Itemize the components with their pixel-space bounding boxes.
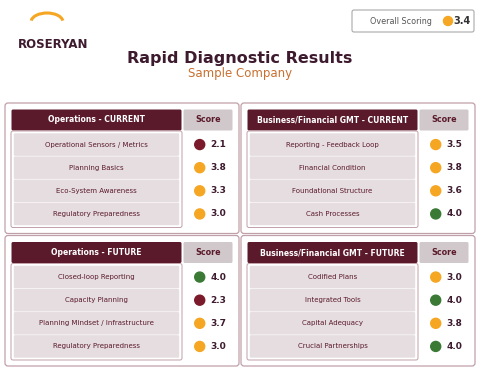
Text: 2.1: 2.1 xyxy=(210,140,226,149)
FancyBboxPatch shape xyxy=(241,236,475,366)
FancyBboxPatch shape xyxy=(248,109,418,131)
Text: Reporting - Feedback Loop: Reporting - Feedback Loop xyxy=(286,142,379,148)
FancyBboxPatch shape xyxy=(11,131,182,227)
Text: Score: Score xyxy=(431,115,457,125)
Text: 3.8: 3.8 xyxy=(446,163,462,172)
FancyBboxPatch shape xyxy=(248,242,418,263)
Circle shape xyxy=(431,139,441,150)
Text: Operational Sensors / Metrics: Operational Sensors / Metrics xyxy=(45,142,148,148)
FancyBboxPatch shape xyxy=(11,263,182,360)
FancyBboxPatch shape xyxy=(250,133,415,156)
Text: Overall Scoring: Overall Scoring xyxy=(370,16,432,26)
Text: Closed-loop Reporting: Closed-loop Reporting xyxy=(58,274,135,280)
Text: Planning Basics: Planning Basics xyxy=(69,165,124,171)
Text: Cash Processes: Cash Processes xyxy=(306,211,360,217)
FancyBboxPatch shape xyxy=(14,289,179,311)
FancyBboxPatch shape xyxy=(14,180,179,202)
FancyBboxPatch shape xyxy=(183,109,232,131)
Text: Capital Adequacy: Capital Adequacy xyxy=(302,320,363,326)
FancyBboxPatch shape xyxy=(420,242,468,263)
Text: Operations - FUTURE: Operations - FUTURE xyxy=(51,248,142,257)
Text: Operations - CURRENT: Operations - CURRENT xyxy=(48,115,145,125)
FancyBboxPatch shape xyxy=(250,335,415,358)
FancyBboxPatch shape xyxy=(250,289,415,311)
Text: 3.6: 3.6 xyxy=(446,186,462,195)
Text: Eco-System Awareness: Eco-System Awareness xyxy=(56,188,137,194)
FancyBboxPatch shape xyxy=(241,103,475,233)
Circle shape xyxy=(195,318,204,328)
Text: 3.8: 3.8 xyxy=(210,163,226,172)
Text: ROSERYAN: ROSERYAN xyxy=(18,38,88,51)
Circle shape xyxy=(431,341,441,351)
Circle shape xyxy=(195,139,204,150)
FancyBboxPatch shape xyxy=(14,312,179,335)
Circle shape xyxy=(431,209,441,219)
Text: 3.8: 3.8 xyxy=(446,319,462,328)
Circle shape xyxy=(431,272,441,282)
FancyBboxPatch shape xyxy=(250,203,415,225)
FancyBboxPatch shape xyxy=(14,335,179,358)
Circle shape xyxy=(431,318,441,328)
Text: 4.0: 4.0 xyxy=(446,342,462,351)
Circle shape xyxy=(431,295,441,305)
FancyBboxPatch shape xyxy=(250,157,415,179)
Circle shape xyxy=(195,272,204,282)
FancyBboxPatch shape xyxy=(250,312,415,335)
Text: 3.0: 3.0 xyxy=(446,273,462,282)
Circle shape xyxy=(431,163,441,173)
Circle shape xyxy=(444,16,453,26)
FancyBboxPatch shape xyxy=(420,109,468,131)
Text: 3.7: 3.7 xyxy=(210,319,226,328)
FancyBboxPatch shape xyxy=(14,203,179,225)
Text: 3.0: 3.0 xyxy=(210,210,226,219)
Text: Codified Plans: Codified Plans xyxy=(308,274,357,280)
Text: 4.0: 4.0 xyxy=(210,273,226,282)
Text: 2.3: 2.3 xyxy=(210,296,226,305)
Circle shape xyxy=(431,186,441,196)
Text: Regulatory Preparedness: Regulatory Preparedness xyxy=(53,211,140,217)
Text: 3.3: 3.3 xyxy=(210,186,226,195)
Text: Business/Financial GMT - FUTURE: Business/Financial GMT - FUTURE xyxy=(260,248,405,257)
Circle shape xyxy=(195,295,204,305)
Text: 3.0: 3.0 xyxy=(210,342,226,351)
Text: Rapid Diagnostic Results: Rapid Diagnostic Results xyxy=(127,50,353,66)
FancyBboxPatch shape xyxy=(14,266,179,288)
FancyBboxPatch shape xyxy=(5,103,239,233)
Circle shape xyxy=(195,186,204,196)
FancyBboxPatch shape xyxy=(352,10,474,32)
Text: Sample Company: Sample Company xyxy=(188,68,292,81)
Text: 3.4: 3.4 xyxy=(454,16,470,26)
FancyBboxPatch shape xyxy=(14,133,179,156)
FancyBboxPatch shape xyxy=(250,180,415,202)
Text: Capacity Planning: Capacity Planning xyxy=(65,297,128,303)
Text: Business/Financial GMT - CURRENT: Business/Financial GMT - CURRENT xyxy=(257,115,408,125)
Text: Integrated Tools: Integrated Tools xyxy=(305,297,360,303)
Text: 4.0: 4.0 xyxy=(446,210,462,219)
Text: Planning Mindset / Infrastructure: Planning Mindset / Infrastructure xyxy=(39,320,154,326)
Text: 4.0: 4.0 xyxy=(446,296,462,305)
Text: Crucial Partnerships: Crucial Partnerships xyxy=(298,344,367,349)
Text: Regulatory Preparedness: Regulatory Preparedness xyxy=(53,344,140,349)
Text: Foundational Structure: Foundational Structure xyxy=(292,188,372,194)
Text: 3.5: 3.5 xyxy=(446,140,462,149)
Text: Score: Score xyxy=(195,248,221,257)
FancyBboxPatch shape xyxy=(14,157,179,179)
FancyBboxPatch shape xyxy=(250,266,415,288)
FancyBboxPatch shape xyxy=(247,263,418,360)
FancyBboxPatch shape xyxy=(5,236,239,366)
Text: Financial Condition: Financial Condition xyxy=(299,165,366,171)
Circle shape xyxy=(195,163,204,173)
FancyBboxPatch shape xyxy=(183,242,232,263)
Text: Score: Score xyxy=(195,115,221,125)
FancyBboxPatch shape xyxy=(12,109,181,131)
Circle shape xyxy=(195,341,204,351)
Text: Score: Score xyxy=(431,248,457,257)
FancyBboxPatch shape xyxy=(247,131,418,227)
Circle shape xyxy=(195,209,204,219)
FancyBboxPatch shape xyxy=(12,242,181,263)
